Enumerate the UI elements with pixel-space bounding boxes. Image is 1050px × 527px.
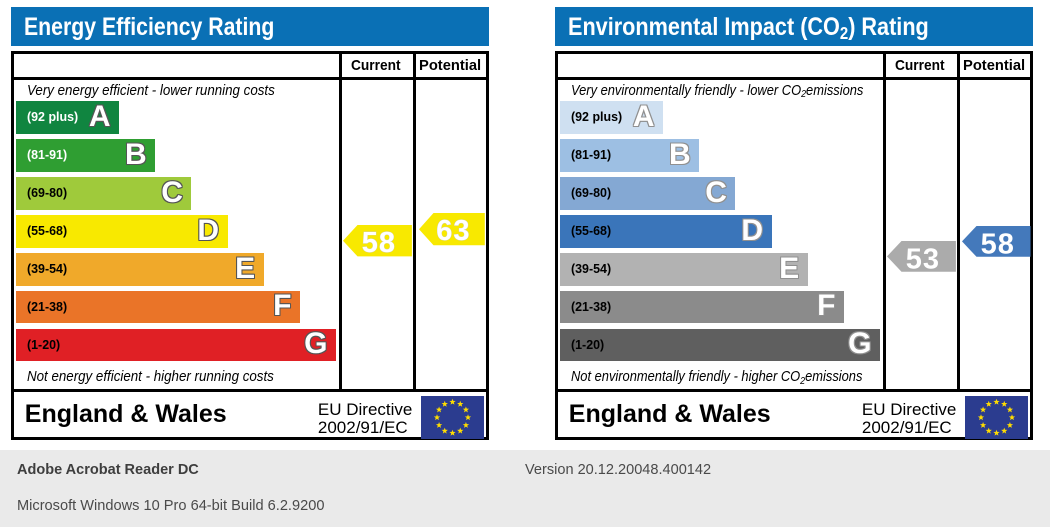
svg-text:63: 63 xyxy=(436,214,470,246)
svg-text:53: 53 xyxy=(905,244,939,276)
svg-text:58: 58 xyxy=(362,227,396,259)
svg-text:58: 58 xyxy=(980,228,1014,260)
